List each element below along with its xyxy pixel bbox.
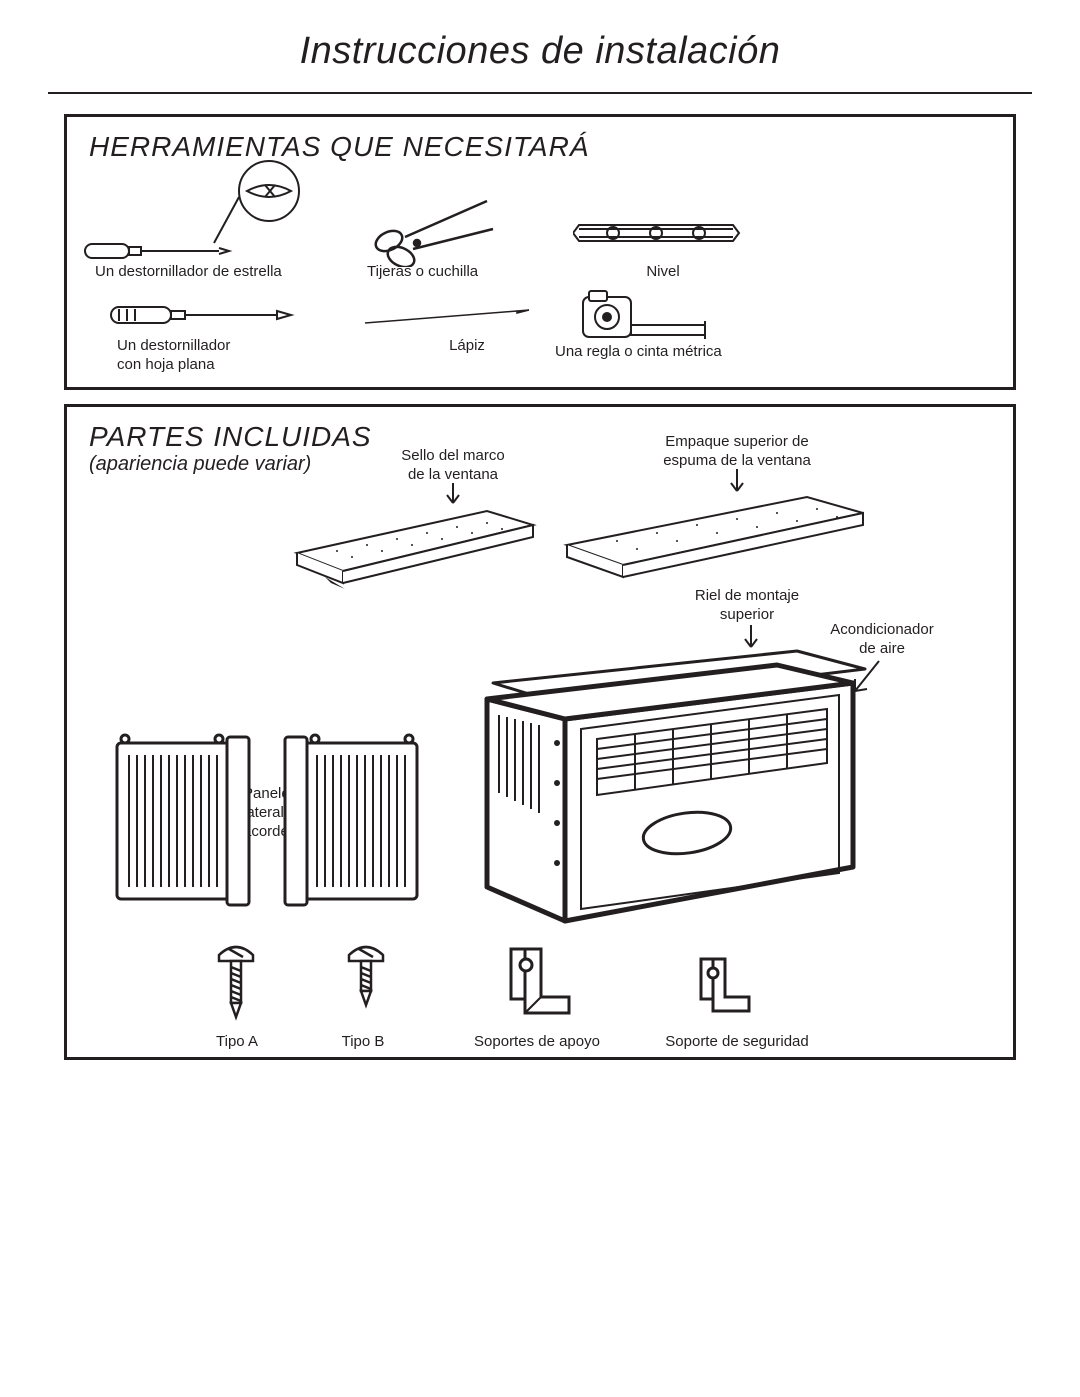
screw-b-label: Tipo B [313, 1033, 413, 1052]
flat-label: Un destornillador con hoja plana [117, 337, 277, 375]
safety-lock-icon [689, 951, 759, 1021]
title-rule [48, 92, 1032, 94]
phillips-label: Un destornillador de estrella [95, 263, 295, 282]
level-label: Nivel [623, 263, 703, 282]
parts-heading: PARTES INCLUIDAS [89, 421, 372, 453]
scissors-label: Tijeras o cuchilla [367, 263, 527, 282]
ruler-label: Una regla o cinta métrica [555, 343, 745, 362]
frame-seal-label: Sello del marco de la ventana [373, 447, 533, 485]
flat-screwdriver-icon [107, 295, 307, 335]
screw-a-icon [211, 941, 261, 1021]
parts-box: PARTES INCLUIDAS (apariencia puede varia… [64, 404, 1016, 1060]
level-icon [573, 215, 743, 251]
scissors-icon [367, 187, 507, 267]
foam-strip-1 [287, 499, 547, 599]
mounting-rail-label: Riel de montaje superior [667, 587, 827, 625]
support-bracket-icon [497, 941, 577, 1021]
accordion-right-icon [277, 729, 427, 909]
screw-b-icon [341, 941, 391, 1011]
pencil-icon [357, 307, 537, 327]
safety-lock-label: Soporte de seguridad [647, 1033, 827, 1052]
air-conditioner-icon [437, 643, 877, 933]
accordion-left-icon [107, 729, 257, 909]
screw-a-label: Tipo A [187, 1033, 287, 1052]
page-title: Instrucciones de instalación [0, 30, 1080, 73]
foam-strip-2 [557, 487, 877, 587]
parts-subtitle: (apariencia puede variar) [89, 453, 311, 476]
pencil-label: Lápiz [437, 337, 497, 356]
support-bracket-label: Soportes de apoyo [457, 1033, 617, 1052]
tools-box: HERRAMIENTAS QUE NECESITARÁ Un destornil… [64, 114, 1016, 390]
top-gasket-label: Empaque superior de espuma de la ventana [627, 433, 847, 471]
tape-measure-icon [577, 287, 717, 347]
phillips-screwdriver-icon [79, 159, 339, 269]
